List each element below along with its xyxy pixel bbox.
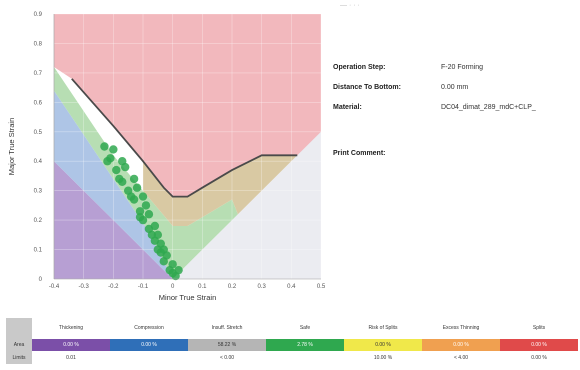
zone-risk-of-splits (143, 155, 298, 226)
legend-area-insuff-stretch: 58.22 % (188, 338, 266, 352)
zone-insufficient-stretch (172, 14, 321, 279)
zone-safe (54, 67, 238, 279)
fld-axes: -0.4 -0.3 -0.2 -0.1 0 0.1 0.2 0.3 0.4 0.5 0 0.1 0.2 0… (7, 12, 326, 302)
legend-names-row: Thickening Compression Insuff. Stretch Safe… (6, 318, 578, 339)
legend-name-splits: Splits (532, 325, 546, 332)
strain-point-0 (100, 142, 109, 151)
top-header-marks: — · · · (340, 2, 360, 9)
legend-limit-row: Limits 0.01 < 0.00 10.00 % < 4.00 0.00 % (6, 351, 578, 364)
strain-point-22 (103, 157, 112, 166)
strain-point-28 (118, 157, 127, 166)
legend-area-row: Area 0.00 % 0.00 % 58.22 % 2.78 % 0.00 % 0.00… (6, 338, 578, 352)
strain-point-26 (147, 230, 157, 240)
y-tick-label-7: 0.7 (34, 71, 43, 77)
legend-limit-label: Limits (6, 351, 32, 364)
x-tick-label-7: 0.3 (257, 284, 266, 290)
strain-point-23 (115, 174, 124, 184)
legend-area-excess-thinning: 0.00 % (422, 338, 500, 352)
strain-point-14 (109, 145, 118, 154)
x-axis-title: Minor True Strain (159, 293, 217, 302)
strain-point-25 (135, 212, 145, 222)
y-tick-label-1: 0.1 (34, 248, 43, 254)
y-tick-label-6: 0.6 (34, 100, 43, 106)
strain-point-32 (153, 230, 163, 240)
operation-step-value: F-20 Forming (441, 64, 484, 71)
print-comment-row: Print Comment: (333, 150, 441, 157)
legend-limit-insuff-stretch: < 0.00 (219, 354, 235, 361)
y-tick-label-2: 0.2 (34, 218, 43, 224)
zone-thickening (54, 161, 173, 279)
fld-grid (53, 13, 322, 280)
x-tick-label-5: 0.1 (198, 284, 207, 290)
strain-point-16 (132, 183, 142, 192)
legend-header-blank (6, 318, 32, 339)
operation-step-row: Operation Step: F-20 Forming (333, 64, 483, 71)
strain-point-18 (150, 221, 160, 231)
legend-area-label: Area (6, 338, 32, 352)
legend-name-compression: Compression (134, 325, 164, 332)
legend-area-safe: 2.78 % (266, 338, 344, 352)
legend-limit-risk-of-splits: 10.00 % (373, 354, 393, 361)
legend-name-excess-thinning: Excess Thinning (442, 325, 480, 332)
legend-area-compression: 0.00 % (110, 338, 188, 352)
zone-compression (54, 90, 173, 279)
legend-name-safe: Safe (299, 325, 311, 332)
distance-value: 0.00 mm (441, 84, 469, 91)
legend-limit-compression (110, 351, 188, 364)
strain-point-33 (159, 245, 168, 254)
legend-limit-safe (266, 351, 344, 364)
y-tick-label-4: 0.4 (34, 159, 43, 165)
x-tick-label-1: -0.3 (78, 284, 89, 290)
strain-point-27 (153, 245, 163, 254)
legend-name-insuff-stretch: Insuff. Stretch (211, 325, 243, 332)
legend-area-splits: 0.00 % (500, 338, 578, 352)
x-tick-label-4: 0 (171, 284, 175, 290)
strain-points-group (100, 142, 183, 281)
forming-limit-curve (71, 78, 298, 198)
strain-point-29 (129, 174, 139, 184)
fld-zones (54, 14, 321, 279)
zone-splits (54, 14, 321, 197)
legend-limit-thickening: 0.01 (66, 354, 76, 361)
strain-point-21 (168, 260, 177, 269)
y-tick-label-8: 0.8 (34, 41, 43, 47)
operation-step-label: Operation Step: (333, 64, 386, 71)
legend-name-thickening: Thickening (58, 325, 84, 332)
legend-area-risk-of-splits: 0.00 % (344, 338, 422, 352)
x-tick-label-0: -0.4 (49, 284, 60, 290)
strain-point-24 (126, 192, 136, 201)
strain-point-6 (135, 207, 145, 216)
material-value: DC04_dimat_289_mdC+CLP_ (441, 104, 536, 111)
strain-point-35 (174, 265, 183, 275)
distance-label: Distance To Bottom: (333, 84, 401, 91)
y-tick-label-9: 0.9 (34, 12, 43, 18)
material-row: Material: DC04_dimat_289_mdC+CLP_ (333, 104, 536, 111)
strain-point-17 (141, 201, 151, 210)
x-tick-label-2: -0.2 (108, 284, 119, 290)
distance-row: Distance To Bottom: 0.00 mm (333, 84, 468, 91)
x-tick-label-3: -0.1 (138, 284, 149, 290)
legend-table: Thickening Compression Insuff. Stretch Safe… (6, 318, 578, 364)
legend-area-thickening: 0.00 % (32, 338, 110, 352)
x-tick-label-9: 0.5 (317, 284, 326, 290)
print-comment-label: Print Comment: (333, 150, 386, 157)
material-label: Material: (333, 104, 362, 111)
legend-limit-splits: 0.00 % (531, 354, 547, 361)
y-tick-label-3: 0.3 (34, 189, 43, 195)
x-tick-label-8: 0.4 (287, 284, 296, 290)
y-tick-label-0: 0 (39, 277, 43, 283)
forming-limit-diagram: -0.4 -0.3 -0.2 -0.1 0 0.1 0.2 0.3 0.4 0.5 0 0.1 0.2 0… (7, 12, 326, 302)
y-axis-title: Major True Strain (7, 118, 16, 176)
legend-name-risk-of-splits: Risk of Splits (368, 325, 398, 332)
fld-curve-group (71, 78, 298, 198)
legend-limit-excess-thinning: < 4.00 (453, 354, 469, 361)
y-tick-label-5: 0.5 (34, 130, 43, 136)
strain-point-31 (144, 210, 154, 219)
x-tick-label-6: 0.2 (228, 284, 237, 290)
strain-point-2 (112, 165, 121, 175)
strain-point-30 (138, 192, 148, 201)
